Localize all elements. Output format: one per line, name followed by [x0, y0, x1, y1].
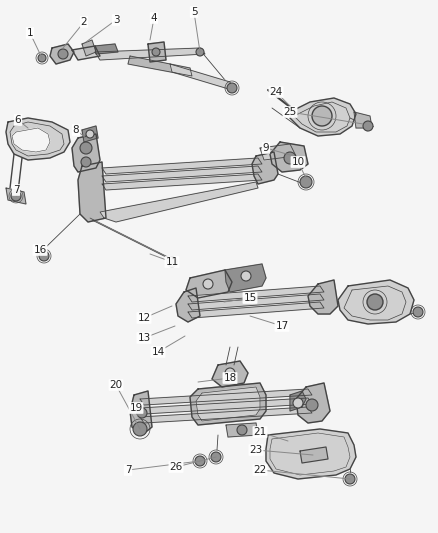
Text: 3: 3: [113, 15, 119, 25]
Polygon shape: [266, 429, 356, 479]
Text: 20: 20: [110, 380, 123, 390]
Polygon shape: [260, 144, 296, 160]
Circle shape: [225, 368, 235, 378]
Polygon shape: [252, 152, 278, 184]
Polygon shape: [102, 174, 262, 190]
Text: 7: 7: [125, 465, 131, 475]
Text: 6: 6: [15, 115, 21, 125]
Polygon shape: [6, 188, 26, 204]
Polygon shape: [270, 142, 308, 172]
Polygon shape: [290, 98, 356, 136]
Polygon shape: [140, 398, 312, 414]
Circle shape: [39, 251, 49, 261]
Polygon shape: [140, 407, 312, 423]
Polygon shape: [308, 280, 338, 314]
Circle shape: [312, 106, 332, 126]
Polygon shape: [148, 42, 166, 62]
Circle shape: [237, 425, 247, 435]
Circle shape: [58, 49, 68, 59]
Text: 4: 4: [151, 13, 157, 23]
Circle shape: [363, 121, 373, 131]
Text: 16: 16: [33, 245, 46, 255]
Circle shape: [167, 257, 177, 267]
Polygon shape: [12, 128, 50, 152]
Polygon shape: [212, 361, 248, 387]
Polygon shape: [170, 64, 232, 90]
Text: 17: 17: [276, 321, 289, 331]
Circle shape: [367, 294, 383, 310]
Circle shape: [300, 176, 312, 188]
Polygon shape: [6, 118, 70, 160]
Circle shape: [227, 83, 237, 93]
Text: 15: 15: [244, 293, 257, 303]
Polygon shape: [338, 280, 414, 324]
Text: 1: 1: [27, 28, 33, 38]
Polygon shape: [95, 44, 118, 54]
Polygon shape: [82, 126, 98, 142]
Polygon shape: [190, 383, 266, 425]
Text: 2: 2: [81, 17, 87, 27]
Polygon shape: [102, 158, 262, 174]
Polygon shape: [226, 423, 258, 437]
Polygon shape: [225, 264, 266, 292]
Circle shape: [241, 271, 251, 281]
Text: 22: 22: [253, 465, 267, 475]
Polygon shape: [95, 48, 205, 60]
Circle shape: [80, 142, 92, 154]
Circle shape: [81, 157, 91, 167]
Polygon shape: [82, 40, 96, 56]
Polygon shape: [128, 56, 192, 76]
Circle shape: [211, 452, 221, 462]
Circle shape: [203, 279, 213, 289]
Text: 18: 18: [223, 373, 237, 383]
Polygon shape: [300, 447, 328, 463]
Text: 9: 9: [263, 143, 269, 153]
Polygon shape: [72, 134, 100, 172]
Text: 7: 7: [13, 185, 19, 195]
Polygon shape: [188, 302, 324, 318]
Text: 26: 26: [170, 462, 183, 472]
Text: 5: 5: [191, 7, 197, 17]
Text: 11: 11: [166, 257, 179, 267]
Text: 25: 25: [283, 107, 297, 117]
Polygon shape: [188, 286, 324, 302]
Polygon shape: [102, 166, 262, 182]
Circle shape: [195, 456, 205, 466]
Circle shape: [11, 191, 21, 201]
Polygon shape: [50, 44, 74, 64]
Circle shape: [152, 48, 160, 56]
Text: 10: 10: [291, 157, 304, 167]
Text: 8: 8: [73, 125, 79, 135]
Polygon shape: [78, 162, 106, 222]
Text: 12: 12: [138, 313, 151, 323]
Polygon shape: [140, 389, 312, 405]
Circle shape: [137, 408, 147, 418]
Polygon shape: [354, 112, 372, 128]
Text: 19: 19: [129, 403, 143, 413]
Polygon shape: [196, 387, 260, 421]
Text: 23: 23: [249, 445, 263, 455]
Polygon shape: [188, 294, 324, 310]
Polygon shape: [130, 391, 152, 435]
Polygon shape: [100, 182, 258, 222]
Circle shape: [133, 422, 147, 436]
Circle shape: [413, 307, 423, 317]
Polygon shape: [290, 391, 306, 411]
Text: 21: 21: [253, 427, 267, 437]
Circle shape: [86, 130, 94, 138]
Polygon shape: [72, 46, 100, 60]
Circle shape: [284, 152, 296, 164]
Circle shape: [196, 48, 204, 56]
Circle shape: [38, 54, 46, 62]
Text: 24: 24: [269, 87, 283, 97]
Polygon shape: [176, 288, 200, 322]
Text: 13: 13: [138, 333, 151, 343]
Text: 14: 14: [152, 347, 165, 357]
Circle shape: [293, 398, 303, 408]
Polygon shape: [296, 383, 330, 423]
Circle shape: [345, 474, 355, 484]
Polygon shape: [186, 270, 232, 298]
Circle shape: [306, 399, 318, 411]
